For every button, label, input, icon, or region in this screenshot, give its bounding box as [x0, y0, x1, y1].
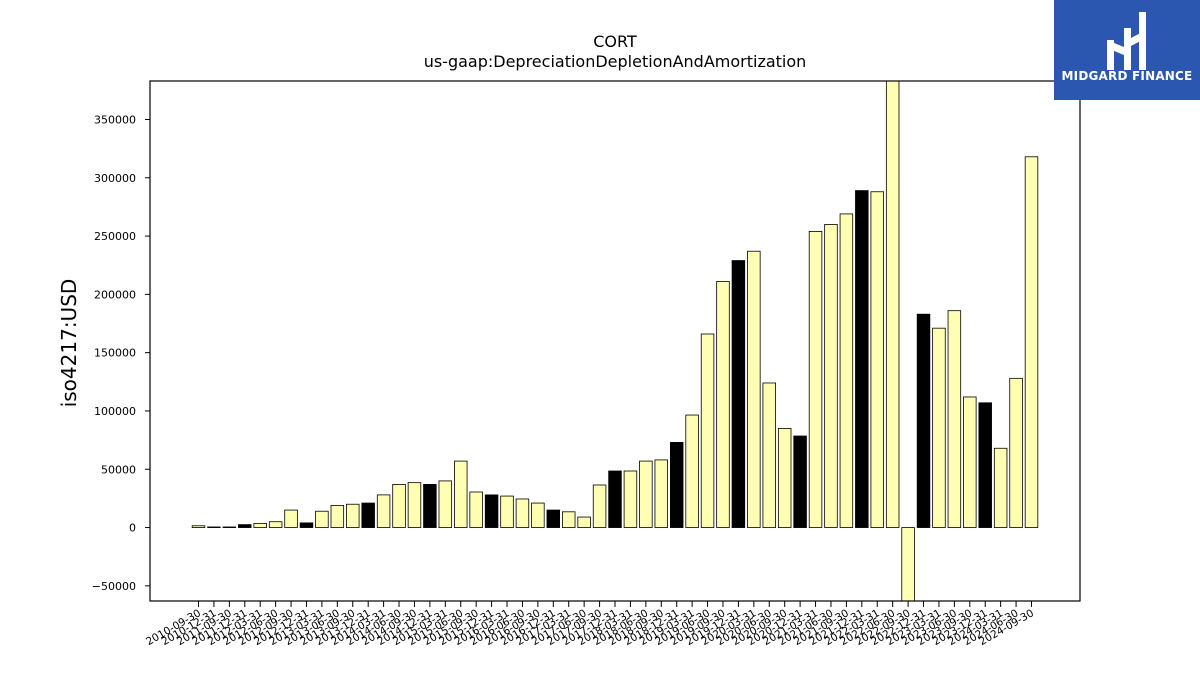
y-tick-label: −50000 — [92, 580, 136, 593]
y-axis-label: iso4217:USD — [57, 279, 81, 408]
bar-2018-12-31 — [669, 442, 684, 528]
bar-2018-09-30 — [654, 459, 669, 528]
bar-2010-09-30 — [191, 525, 206, 528]
bar-2020-09-30 — [777, 428, 792, 528]
y-tick-label: 0 — [129, 522, 136, 535]
bar-2017-09-30 — [592, 484, 607, 528]
chart-title: CORT — [593, 32, 637, 51]
y-tick-label: 100000 — [94, 405, 136, 418]
bar-2024-03-31 — [993, 447, 1008, 528]
bar-2019-06-30 — [700, 333, 715, 528]
bar-2017-03-31 — [561, 511, 576, 528]
bar-2022-03-31 — [870, 191, 884, 528]
bar-2016-03-31 — [500, 495, 514, 528]
bar-2020-03-31 — [747, 250, 761, 528]
bar-2021-12-31 — [855, 190, 869, 528]
bar-2018-03-31 — [623, 470, 638, 528]
bar-2021-06-30 — [824, 224, 838, 528]
bar-2024-06-30 — [1009, 377, 1023, 528]
bar-2022-06-30 — [885, 80, 900, 528]
bar-2012-03-31 — [253, 523, 267, 528]
bar-2016-09-30 — [531, 502, 545, 528]
y-tick-label: 200000 — [94, 288, 136, 301]
bar-2016-06-30 — [515, 498, 530, 528]
bar-2021-09-30 — [839, 213, 854, 528]
bar-2013-09-30 — [346, 503, 360, 528]
plot-frame — [149, 80, 1081, 602]
bar-2013-06-30 — [330, 504, 345, 528]
logo-text: MIDGARD FINANCE — [1061, 69, 1193, 83]
bar-2015-12-31 — [484, 494, 499, 528]
bar-2017-12-31 — [608, 470, 622, 528]
bar-2012-06-30 — [268, 521, 283, 528]
bar-2014-12-31 — [423, 484, 437, 528]
logo-mark-icon — [1107, 12, 1146, 70]
chart-subtitle: us-gaap:DepreciationDepletionAndAmortiza… — [423, 52, 807, 71]
bar-2023-03-31 — [932, 327, 946, 528]
bar-2015-03-31 — [438, 480, 453, 528]
y-axis-ticks: −50000 0 50000 100000 150000 200000 250000 3000… — [92, 113, 150, 593]
bar-2015-06-30 — [454, 460, 468, 528]
bar-2022-09-30 — [901, 527, 915, 602]
bar-2013-03-31 — [315, 510, 329, 528]
bar-2017-06-30 — [577, 516, 591, 528]
bar-2023-12-31 — [978, 402, 992, 528]
bar-2011-12-31 — [238, 524, 252, 528]
bar-2019-03-31 — [685, 414, 699, 528]
bar-2019-09-30 — [716, 281, 730, 528]
bar-2018-06-30 — [639, 460, 653, 528]
bar-2014-09-30 — [407, 482, 422, 528]
x-axis-ticks: 2010-09-302010-12-312011-09-302011-12-31… — [144, 601, 1036, 648]
bar-2019-12-31 — [731, 260, 746, 528]
midgard-finance-logo: MIDGARD FINANCE — [1054, 0, 1200, 100]
bar-2023-06-30 — [947, 310, 962, 528]
bar-2020-12-31 — [793, 435, 807, 528]
bar-2012-12-31 — [299, 522, 314, 528]
bar-2014-03-31 — [376, 494, 391, 528]
bar-2015-09-30 — [469, 491, 483, 528]
bar-2016-12-31 — [546, 509, 561, 528]
y-tick-label: 300000 — [94, 172, 136, 185]
bar-2010-12-31 — [207, 526, 221, 528]
y-tick-label: 50000 — [101, 463, 136, 476]
y-tick-label: 250000 — [94, 230, 136, 243]
bar-2023-09-30 — [963, 396, 977, 528]
bar-2022-12-31 — [916, 313, 931, 528]
bar-2012-09-30 — [284, 509, 298, 528]
y-tick-label: 350000 — [94, 113, 136, 126]
bar-2020-06-30 — [762, 382, 776, 528]
bar-2011-09-30 — [222, 526, 237, 528]
y-tick-label: 150000 — [94, 347, 136, 360]
bar-2013-12-31 — [361, 502, 375, 528]
bar-2014-06-30 — [392, 484, 406, 528]
bar-2021-03-31 — [808, 231, 823, 528]
bars-group — [191, 80, 1039, 602]
bar-2024-09-30 — [1024, 156, 1039, 528]
